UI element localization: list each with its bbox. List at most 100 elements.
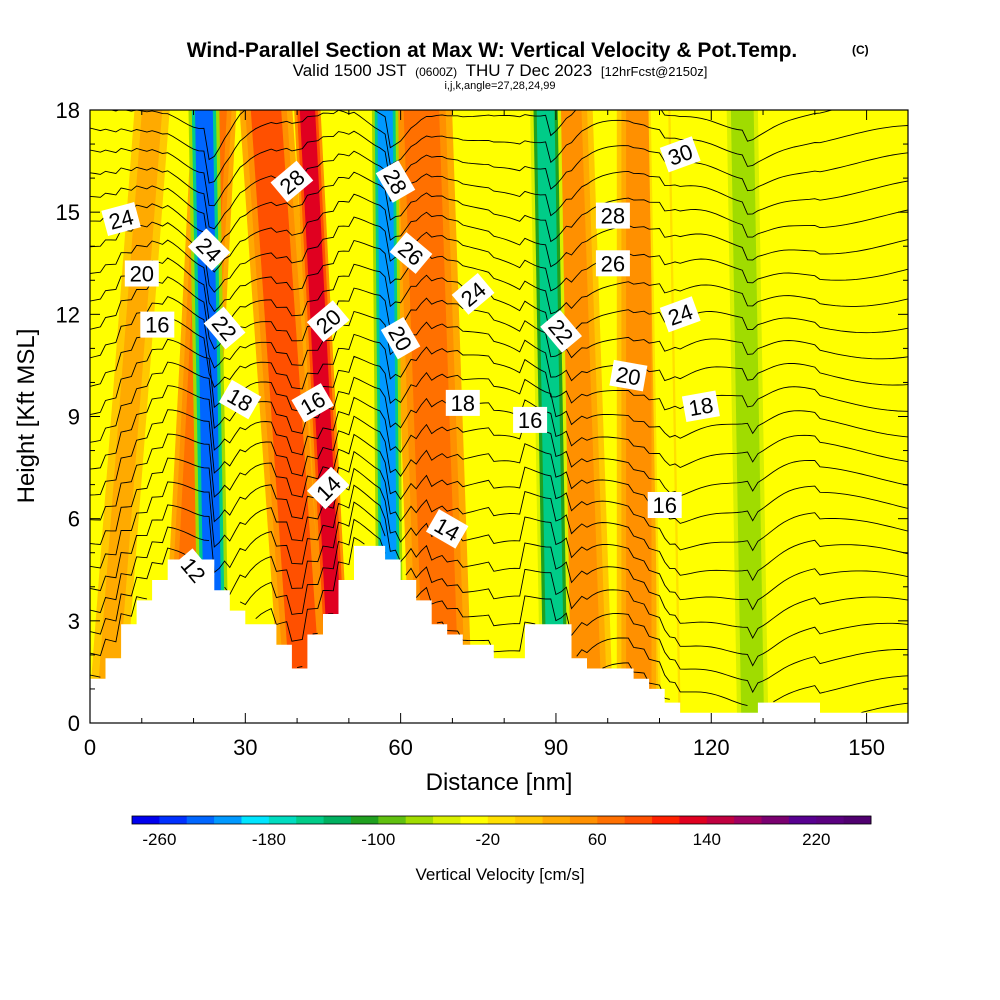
contour-label-box	[659, 296, 701, 333]
x-tick-label: 90	[544, 735, 568, 760]
theta-contour-27	[90, 171, 908, 252]
contour-label-box	[306, 300, 350, 342]
x-tick-label: 60	[388, 735, 412, 760]
valid-line: Valid 1500 JST (0600Z) THU 7 Dec 2023 [1…	[293, 61, 708, 80]
x-tick-label: 30	[233, 735, 257, 760]
valid-date: THU 7 Dec 2023	[466, 61, 593, 80]
contour-label-box	[595, 202, 630, 229]
downdraft-band-3-level-2	[730, 110, 765, 723]
colorbar-swatch	[597, 816, 626, 824]
colorbar: -260 -180 -100 -20 60 140 220	[131, 815, 872, 849]
theta-contour-18	[90, 361, 908, 469]
valid-zulu: (0600Z)	[415, 65, 457, 79]
y-tick-label: 3	[68, 609, 80, 634]
x-axis-label: Distance [nm]	[426, 769, 573, 796]
colorbar-swatch	[186, 816, 215, 824]
updraft-band-3-level-2	[299, 110, 347, 723]
theta-contour-31	[109, 110, 834, 161]
y-tick-label: 12	[56, 302, 80, 327]
contour-label-text: 28	[601, 204, 625, 229]
contour-label-text: 16	[145, 313, 169, 338]
colorbar-swatch	[734, 816, 762, 824]
valid-prefix: Valid 1500 JST	[293, 61, 407, 80]
contour-label-box	[375, 160, 416, 203]
contour-label-text: 20	[130, 262, 154, 287]
colorbar-swatch	[652, 816, 680, 824]
theta-contour-28	[90, 150, 908, 230]
contour-label-box	[218, 379, 262, 420]
contour-label-11: 20	[306, 300, 350, 342]
contour-label-17: 24	[187, 228, 231, 271]
theta-contour-11	[90, 501, 908, 667]
contour-label-box	[425, 509, 469, 549]
colorbar-swatch	[624, 816, 653, 824]
colorbar-swatch	[515, 816, 543, 824]
x-tick-label: 120	[693, 735, 730, 760]
contour-label-box	[140, 311, 175, 338]
contour-label-text: 16	[652, 493, 676, 518]
contour-label-6: 16	[647, 492, 682, 518]
colorbar-swatch	[132, 816, 160, 824]
downdraft-band-4-level-2	[653, 110, 677, 723]
contour-label-21: 26	[595, 250, 630, 277]
colorbar-tick-label: -100	[361, 830, 395, 849]
y-tick-label: 6	[68, 507, 80, 532]
colorbar-swatch	[542, 816, 571, 824]
contour-label-box	[270, 160, 314, 203]
theta-contour-30	[90, 110, 908, 184]
theta-contour-17	[90, 385, 908, 497]
y-axis-label: Height [Kft MSL]	[13, 329, 40, 504]
colorbar-swatch	[241, 816, 270, 824]
contour-label-box	[203, 306, 246, 350]
theta-contour-9	[90, 536, 908, 707]
contour-label-box	[451, 273, 495, 315]
colorbar-label: Vertical Velocity [cm/s]	[415, 865, 584, 884]
contour-label-box	[389, 232, 433, 274]
contour-label-box	[647, 492, 682, 518]
colorbar-swatch	[433, 816, 461, 824]
theta-contour-8	[90, 613, 908, 713]
downdraft-band-0-level-2	[195, 110, 224, 723]
colorbar-swatch	[706, 816, 735, 824]
contour-label-24: 28	[595, 202, 630, 229]
theta-contour-14	[90, 450, 908, 582]
contour-label-text: 18	[687, 392, 715, 421]
potential-temperature-contours	[90, 110, 908, 713]
y-tick-label: 0	[68, 711, 80, 736]
colorbar-swatch	[296, 816, 324, 824]
contour-label-14: 22	[203, 306, 246, 350]
theta-contour-10	[90, 518, 908, 694]
colorbar-tick-label: -20	[476, 830, 501, 849]
y-tick-label: 9	[68, 405, 80, 430]
colorbar-swatch	[159, 816, 188, 824]
colorbar-swatch	[788, 816, 817, 824]
terrain	[90, 545, 908, 723]
contour-label-box	[124, 260, 159, 287]
contour-label-box	[513, 406, 548, 433]
theta-contour-12	[90, 484, 908, 639]
contour-label-box	[445, 389, 480, 416]
contour-label-3: 16	[140, 311, 175, 338]
contour-label-13: 20	[609, 359, 648, 392]
colorbar-swatch	[268, 816, 297, 824]
contour-label-16: 24	[101, 202, 141, 236]
contour-label-text: 16	[518, 408, 542, 433]
contour-label-box	[101, 202, 141, 236]
x-tick-label: 0	[84, 735, 96, 760]
grid-indices: i,j,k,angle=27,28,24,99	[444, 80, 555, 92]
colorbar-tick-label: -180	[252, 830, 286, 849]
colorbar-swatch	[679, 816, 708, 824]
contour-label-box	[609, 359, 648, 392]
updraft-band-6-level-2	[626, 110, 652, 723]
colorbar-swatch	[323, 816, 352, 824]
colorbar-tick-label: 60	[588, 830, 607, 849]
theta-contour-29	[90, 130, 908, 207]
colorbar-swatch	[761, 816, 790, 824]
colorbar-tick-label: 220	[802, 830, 830, 849]
y-tick-label: 18	[56, 98, 80, 123]
colorbar-swatch	[350, 816, 379, 824]
theta-contour-13	[90, 467, 908, 611]
copyright-mark: (C)	[852, 43, 869, 57]
